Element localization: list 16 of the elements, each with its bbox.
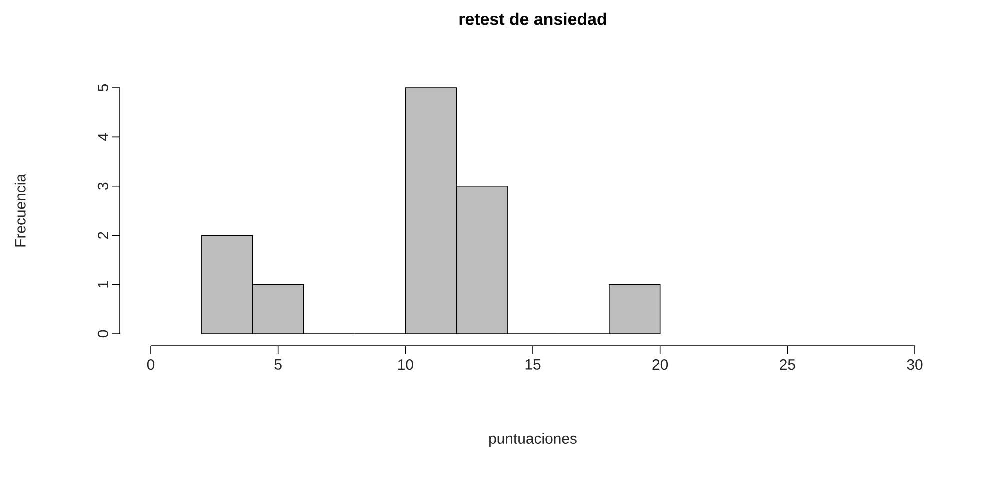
y-tick-label: 2: [98, 232, 108, 239]
x-axis-title: puntuaciones: [490, 433, 577, 447]
x-tick-label: 0: [147, 360, 155, 370]
y-tick-label: 0: [98, 330, 108, 338]
y-tick-label: 5: [98, 84, 108, 92]
x-tick-label: 15: [526, 360, 541, 370]
y-tick-label: 3: [98, 182, 108, 190]
x-tick-label: 25: [780, 360, 796, 370]
y-tick-label: 1: [98, 281, 108, 288]
y-axis-title: Frecuencia: [14, 174, 26, 247]
x-tick-label: 5: [274, 360, 282, 370]
x-tick-label: 10: [398, 360, 414, 370]
chart-title: retest de ansiedad: [460, 12, 606, 26]
y-tick-label: 4: [98, 133, 108, 141]
x-tick-label: 20: [652, 360, 668, 370]
x-tick-label: 30: [907, 360, 923, 370]
